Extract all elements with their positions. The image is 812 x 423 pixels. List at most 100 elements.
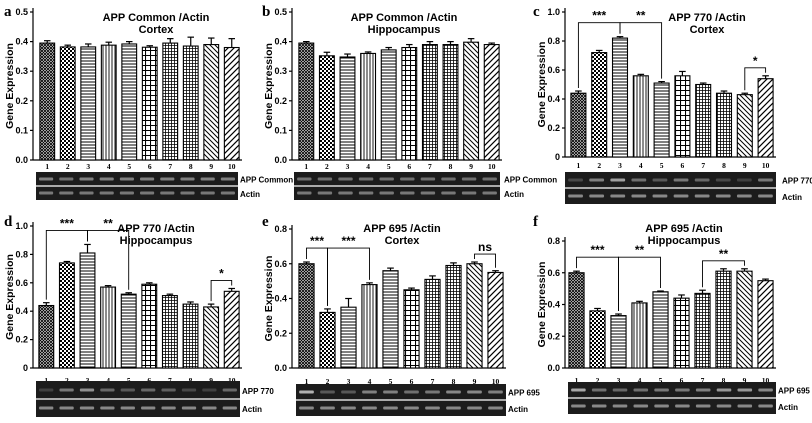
gel-image [36, 172, 238, 200]
gel-band [446, 390, 461, 394]
x-tick-label: 4 [366, 162, 370, 171]
y-tick-label: 0.1 [274, 125, 287, 135]
bar [445, 264, 462, 369]
gel-band [441, 191, 456, 195]
gel-band [695, 404, 711, 408]
x-tick-label: 3 [86, 162, 90, 171]
bar [463, 41, 480, 161]
gel-band [716, 404, 732, 408]
gel-band [39, 388, 54, 392]
y-tick-label: 0.0 [547, 363, 560, 373]
x-tick-label: 3 [86, 376, 90, 385]
x-tick-label: 9 [743, 376, 747, 385]
gel-band [160, 191, 175, 195]
gel-band [571, 404, 586, 408]
y-tick-label: 0.0 [274, 363, 287, 373]
x-tick-label: 6 [681, 161, 685, 170]
gel-band [341, 390, 356, 394]
gel-band [317, 177, 333, 181]
significance-bracket [702, 260, 745, 288]
bar [38, 304, 55, 369]
bar [403, 289, 420, 369]
chart-title: APP 770 /Actin [668, 12, 746, 24]
gel-band [119, 191, 134, 195]
x-tick-label: 8 [189, 162, 193, 171]
gel-band [320, 406, 335, 410]
bar [736, 94, 753, 158]
chart-title: APP Common /Actin [351, 12, 458, 24]
gel-band [461, 191, 477, 195]
bar [424, 278, 441, 369]
x-tick-label: 1 [304, 162, 308, 171]
gel-band [652, 194, 668, 198]
x-tick-label: 1 [577, 161, 581, 170]
y-axis-label: Gene Expression [4, 254, 16, 340]
gel-band [341, 406, 356, 410]
gel-band [180, 177, 195, 181]
gel-band [320, 390, 335, 394]
x-tick-label: 10 [488, 162, 496, 171]
gel-band [758, 178, 773, 182]
gel-band [202, 406, 217, 410]
gel-band [715, 178, 731, 182]
significance-label: *** [341, 234, 355, 248]
x-tick-label: 7 [701, 376, 705, 385]
x-tick-label: 2 [65, 376, 69, 385]
y-tick-label: 0.8 [547, 236, 560, 246]
bar [382, 270, 399, 369]
gel-band [383, 390, 398, 394]
bar [611, 37, 629, 158]
gel-band [141, 406, 156, 410]
gel-band [362, 390, 377, 394]
y-tick-label: 0 [23, 363, 28, 373]
significance-label: ** [719, 247, 729, 261]
chart-subtitle: Hippocampus [648, 235, 721, 247]
x-tick-label: 2 [325, 162, 329, 171]
panel-label: e [262, 214, 269, 230]
significance-label: *** [60, 216, 74, 230]
y-tick-label: 0.8 [274, 224, 287, 234]
gel-band [568, 194, 583, 198]
panel-label: d [4, 214, 13, 230]
x-tick-label: 5 [127, 376, 131, 385]
x-tick-label: 10 [228, 376, 236, 385]
gel-band [631, 194, 647, 198]
gel-band [181, 406, 197, 410]
x-tick-label: 7 [168, 162, 172, 171]
bar [100, 286, 117, 369]
y-tick-label: 0.6 [15, 278, 28, 288]
bar [298, 42, 315, 161]
gel-band [120, 406, 135, 410]
y-axis-label: Gene Expression [263, 256, 275, 342]
gel-image [36, 381, 240, 417]
y-axis-label: Gene Expression [536, 262, 548, 348]
gel-band [675, 388, 690, 392]
x-tick-label: 1 [44, 376, 48, 385]
gel-band [589, 194, 605, 198]
gel-band [736, 178, 752, 182]
gel-band [715, 194, 731, 198]
y-tick-label: 0.6 [274, 259, 287, 269]
bar [100, 44, 117, 161]
gel-image [296, 384, 506, 416]
gel-band [610, 194, 626, 198]
gel-band [571, 388, 586, 392]
x-tick-label: 5 [127, 162, 131, 171]
gel-band [654, 388, 669, 392]
gel-band [716, 388, 732, 392]
gel-label-target: APP 770 [242, 387, 274, 396]
x-tick-label: 10 [762, 161, 770, 170]
x-tick-label: 4 [107, 162, 111, 171]
x-tick-label: 10 [492, 377, 500, 386]
bar [141, 283, 158, 369]
bar [58, 262, 75, 369]
gel-band [39, 191, 54, 195]
x-tick-label: 4 [368, 377, 372, 386]
bar [182, 45, 199, 161]
gel-image [565, 172, 776, 204]
chart-title: APP Common /Actin [103, 12, 210, 24]
gel-band [482, 177, 497, 181]
y-tick-label: 1.0 [15, 221, 28, 231]
